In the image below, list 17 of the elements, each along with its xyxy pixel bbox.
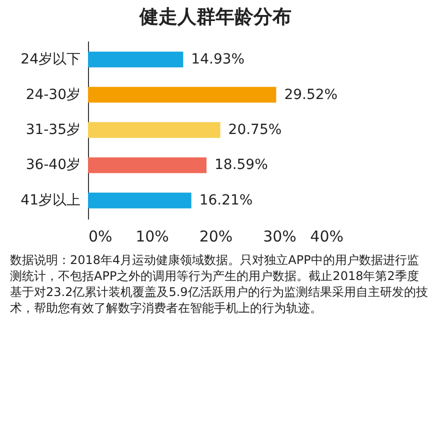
y-tick-label: 31-35岁 bbox=[26, 122, 80, 138]
data-label: 29.52% bbox=[284, 86, 338, 103]
y-tick-label: 24岁以下 bbox=[20, 52, 80, 68]
x-tick-label: 40% bbox=[310, 228, 344, 246]
data-label: 16.21% bbox=[199, 192, 253, 208]
y-tick-label: 24-30岁 bbox=[26, 86, 80, 103]
chart-title: 健走人群年龄分布 bbox=[138, 6, 292, 28]
data-label: 18.59% bbox=[214, 157, 268, 174]
x-tick-label: 0% bbox=[88, 228, 112, 246]
y-tick-label: 41岁以上 bbox=[20, 192, 80, 208]
x-tick-label: 20% bbox=[199, 228, 233, 246]
x-tick-label: 30% bbox=[263, 228, 296, 246]
data-label: 20.75% bbox=[228, 122, 282, 138]
text: 数据说明：2018年4月运动健康领域数据。只对独立APP中的用户数据进行监测统计，不包括APP之外的调用等行为产生的用户数据。截止2018年第2季度基于对23.2亿累计装机覆盖及5.9亿活跃用户的行为监测结果采用自主研发的技术，帮助您有效了解数字消费者在智能手机上的行为轨迹。 bbox=[10, 252, 428, 316]
x-tick-label: 10% bbox=[136, 228, 169, 246]
data-label: 14.93% bbox=[191, 52, 245, 68]
y-tick-label: 36-40岁 bbox=[26, 157, 80, 174]
